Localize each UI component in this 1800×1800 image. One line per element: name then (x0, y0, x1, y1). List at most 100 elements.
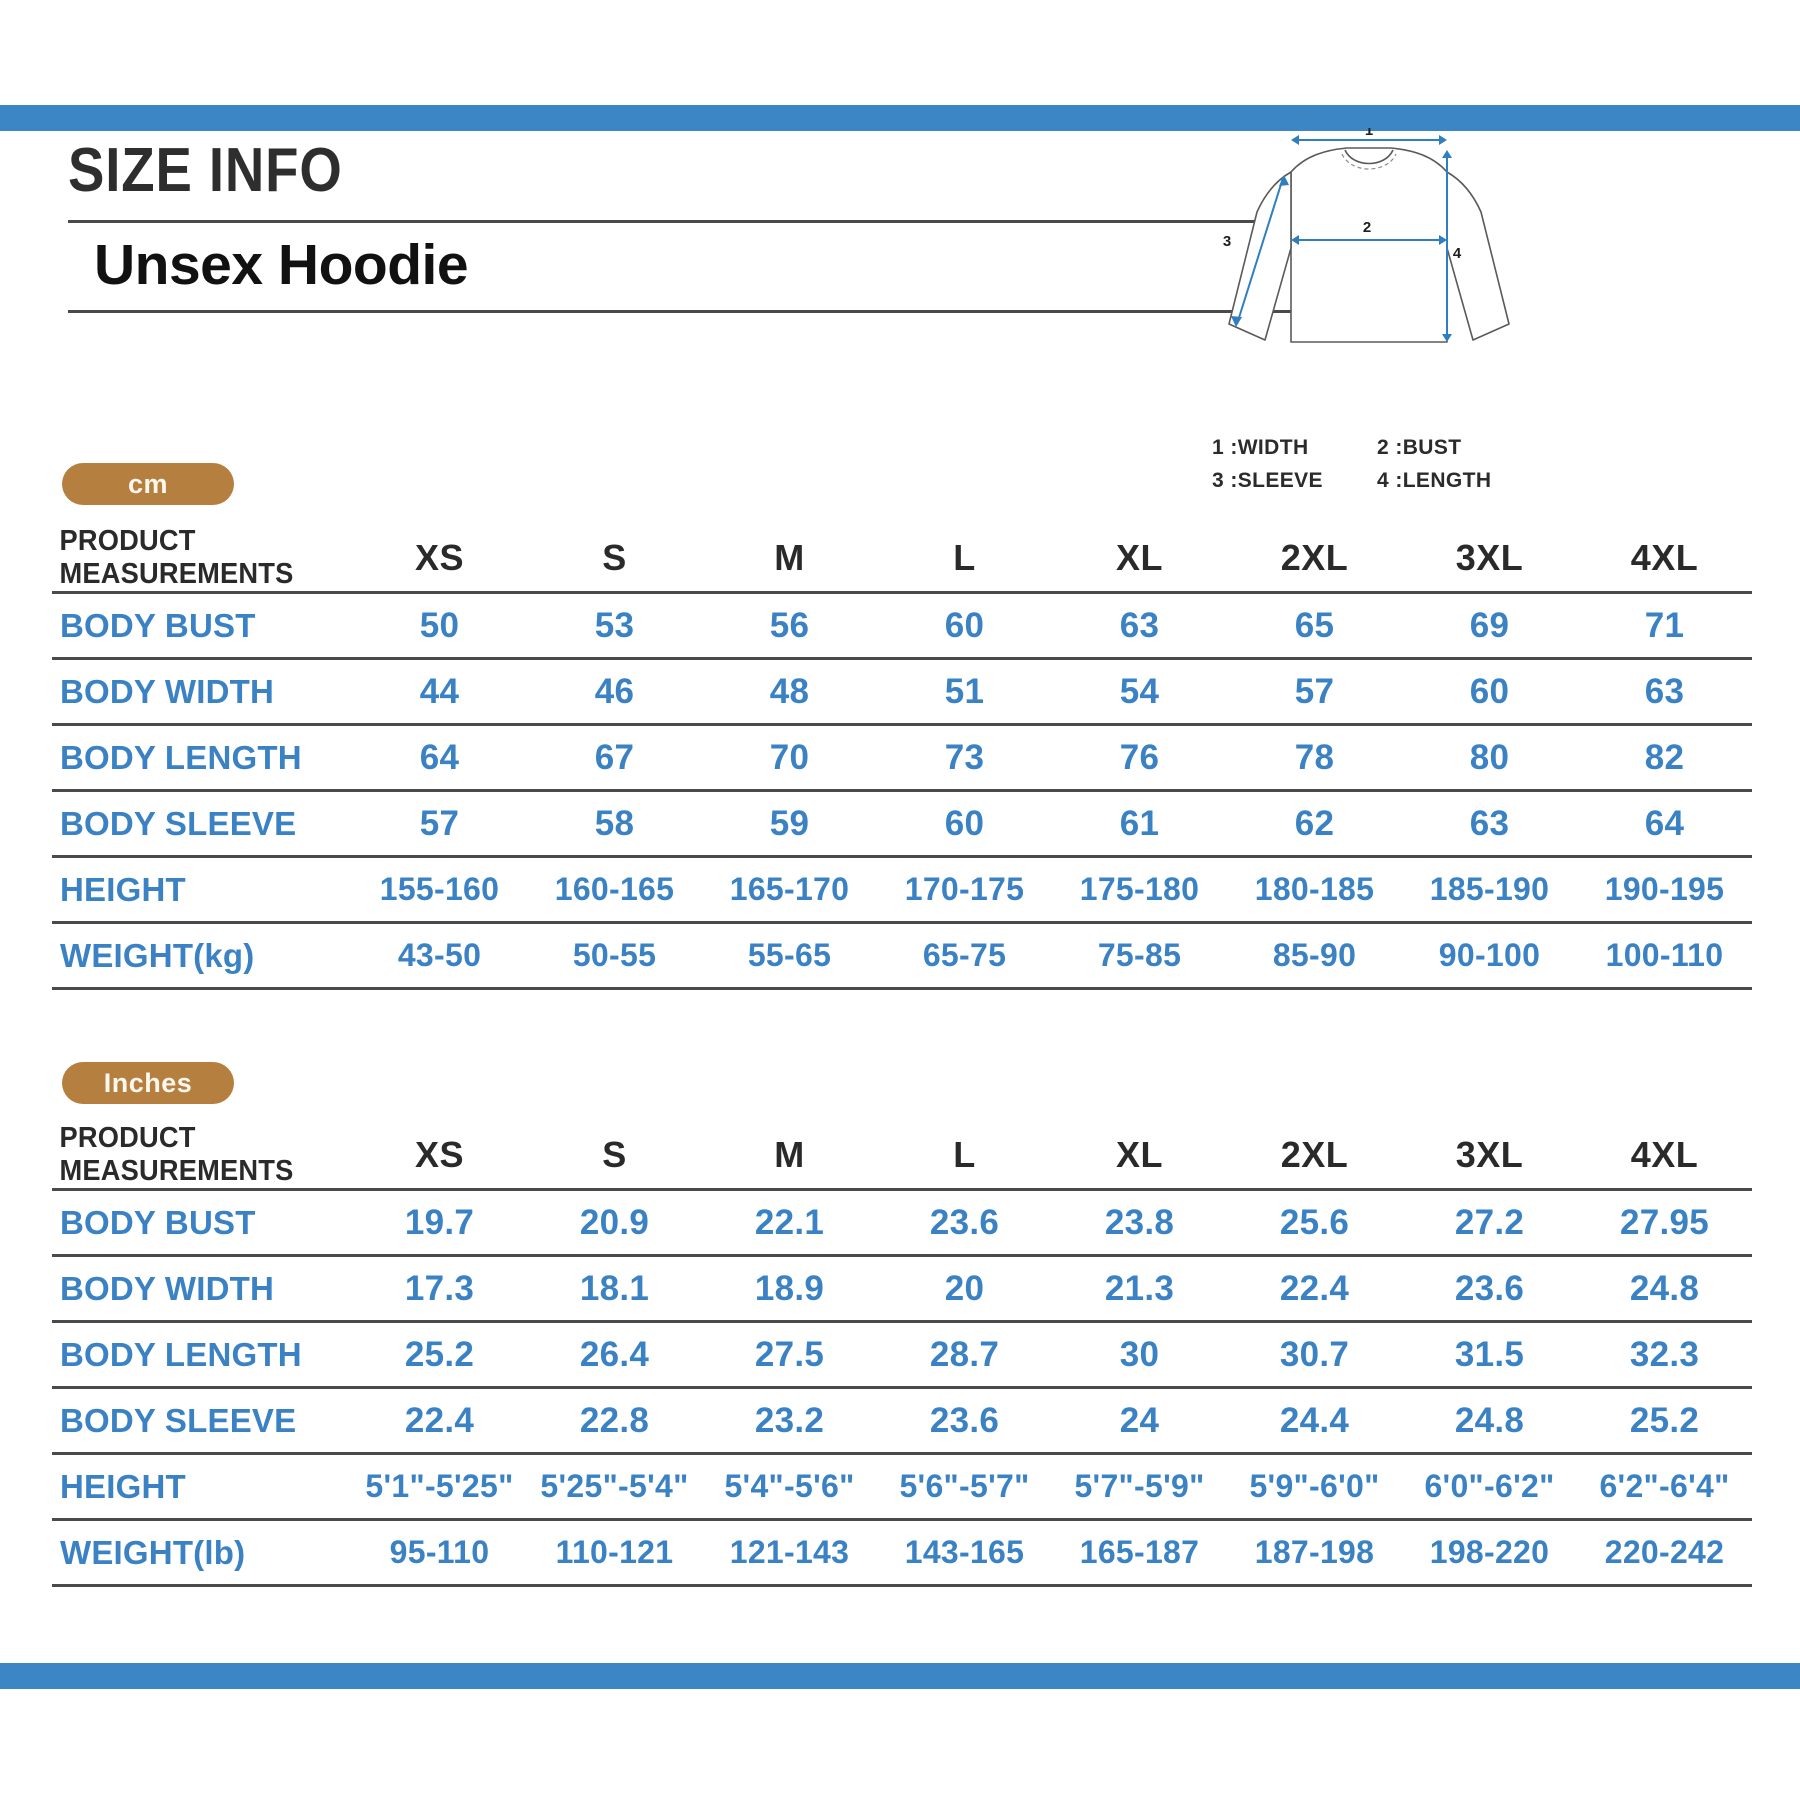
cell-value: 63 (1052, 591, 1227, 659)
cell-value: 30.7 (1227, 1320, 1402, 1388)
cell-value: 175-180 (1052, 855, 1227, 923)
cell-value: 187-198 (1227, 1518, 1402, 1587)
cell-value: 53 (527, 591, 702, 659)
cell-value: 31.5 (1402, 1320, 1577, 1388)
cell-value: 110-121 (527, 1518, 702, 1587)
column-header-size-2xl: 2XL (1280, 1134, 1349, 1175)
dimension-arrow-sleeve (1231, 175, 1289, 327)
dimension-arrow-length (1442, 150, 1452, 342)
cell-value: 63 (1577, 657, 1752, 725)
row-label-height: HEIGHT (52, 855, 352, 923)
dimension-arrow-width (1291, 135, 1447, 145)
column-header-size-s: S (602, 537, 627, 578)
cell-value: 50-55 (527, 921, 702, 990)
cell-value: 24.8 (1577, 1254, 1752, 1322)
dimension-arrow-bust (1291, 235, 1447, 245)
cell-value: 60 (877, 591, 1052, 659)
cell-value: 24 (1052, 1386, 1227, 1454)
cell-value: 82 (1577, 723, 1752, 791)
title-divider-top (68, 220, 1293, 223)
size-table-inches: PRODUCT MEASUREMENTS XS S M L XL 2XL 3XL 4XL BODY… (52, 1122, 1752, 1587)
row-label-body-bust: BODY BUST (52, 1188, 352, 1256)
row-label-body-sleeve: BODY SLEEVE (52, 789, 352, 857)
title-divider-bottom (68, 310, 1293, 313)
unit-badge-inches: Inches (62, 1062, 234, 1104)
cell-value: 27.95 (1577, 1188, 1752, 1256)
cell-value: 6'2"-6'4" (1577, 1452, 1752, 1520)
cell-value: 64 (352, 723, 527, 791)
row-label-body-length: BODY LENGTH (52, 723, 352, 791)
cell-value: 5'4"-5'6" (702, 1452, 877, 1520)
table-header-row: PRODUCT MEASUREMENTS XS S M L XL 2XL 3XL 4XL (52, 1122, 1752, 1190)
hoodie-illustration-svg: 1 2 3 4 (1223, 122, 1510, 343)
column-header-size-xs: XS (414, 1134, 465, 1175)
cell-value: 65-75 (877, 921, 1052, 990)
cell-value: 43-50 (352, 921, 527, 990)
page-title: SIZE INFO (68, 136, 343, 205)
cell-value: 25.6 (1227, 1188, 1402, 1256)
cell-value: 170-175 (877, 855, 1052, 923)
cell-value: 20 (877, 1254, 1052, 1322)
cell-value: 185-190 (1402, 855, 1577, 923)
cell-value: 75-85 (1052, 921, 1227, 990)
cell-value: 6'0"-6'2" (1402, 1452, 1577, 1520)
cell-value: 23.6 (1402, 1254, 1577, 1322)
cell-value: 30 (1052, 1320, 1227, 1388)
marker-3-label: 3 (1223, 233, 1231, 250)
cell-value: 67 (527, 723, 702, 791)
row-label-weight-lb: WEIGHT(lb) (52, 1518, 352, 1587)
cell-value: 24.4 (1227, 1386, 1402, 1454)
cell-value: 23.2 (702, 1386, 877, 1454)
cell-value: 61 (1052, 789, 1227, 857)
legend-row: 1 :WIDTH 2 :BUST (1212, 432, 1542, 465)
size-table-inches-body: PRODUCT MEASUREMENTS XS S M L XL 2XL 3XL 4XL BODY… (52, 1122, 1752, 1587)
cell-value: 69 (1402, 591, 1577, 659)
cell-value: 180-185 (1227, 855, 1402, 923)
cell-value: 48 (702, 657, 877, 725)
cell-value: 23.8 (1052, 1188, 1227, 1256)
header-block: SIZE INFO Unsex Hoodie (68, 140, 1293, 313)
table-row: BODY BUST 50 53 56 60 63 65 69 71 (52, 591, 1752, 659)
row-label-body-width: BODY WIDTH (52, 1254, 352, 1322)
cell-value: 22.1 (702, 1188, 877, 1256)
cell-value: 21.3 (1052, 1254, 1227, 1322)
column-header-size-m: M (774, 1134, 805, 1175)
cell-value: 22.4 (352, 1386, 527, 1454)
column-header-size-m: M (774, 537, 805, 578)
cell-value: 5'1"-5'25" (352, 1452, 527, 1520)
cell-value: 5'7"-5'9" (1052, 1452, 1227, 1520)
cell-value: 80 (1402, 723, 1577, 791)
cell-value: 60 (1402, 657, 1577, 725)
row-label-body-sleeve: BODY SLEEVE (52, 1386, 352, 1454)
size-table-cm: PRODUCT MEASUREMENTS XS S M L XL 2XL 3XL 4XL BODY… (52, 525, 1752, 990)
table-header-row: PRODUCT MEASUREMENTS XS S M L XL 2XL 3XL 4XL (52, 525, 1752, 593)
table-row: WEIGHT(lb) 95-110 110-121 121-143 143-165 165… (52, 1518, 1752, 1587)
cell-value: 28.7 (877, 1320, 1052, 1388)
cell-value: 57 (352, 789, 527, 857)
cell-value: 25.2 (1577, 1386, 1752, 1454)
column-header-size-l: L (953, 537, 976, 578)
marker-4-label: 4 (1453, 245, 1462, 262)
cell-value: 25.2 (352, 1320, 527, 1388)
bottom-accent-bar (0, 1663, 1800, 1689)
cell-value: 73 (877, 723, 1052, 791)
cell-value: 18.1 (527, 1254, 702, 1322)
column-header-measurements: PRODUCT MEASUREMENTS (59, 525, 294, 590)
cell-value: 143-165 (877, 1518, 1052, 1587)
cell-value: 24.8 (1402, 1386, 1577, 1454)
cell-value: 85-90 (1227, 921, 1402, 990)
cell-value: 56 (702, 591, 877, 659)
cell-value: 26.4 (527, 1320, 702, 1388)
cell-value: 50 (352, 591, 527, 659)
cell-value: 64 (1577, 789, 1752, 857)
cell-value: 27.2 (1402, 1188, 1577, 1256)
table-row: BODY WIDTH 17.3 18.1 18.9 20 21.3 22.4 23.6 24.8 (52, 1254, 1752, 1322)
column-header-measurements: PRODUCT MEASUREMENTS (59, 1122, 294, 1187)
legend-row: 3 :SLEEVE 4 :LENGTH (1212, 465, 1542, 498)
size-table-cm-body: PRODUCT MEASUREMENTS XS S M L XL 2XL 3XL 4XL BODY… (52, 525, 1752, 990)
column-header-size-4xl: 4XL (1630, 1134, 1699, 1175)
column-header-size-xl: XL (1115, 1134, 1163, 1175)
legend-item-length: 4 :LENGTH (1377, 468, 1492, 492)
row-label-body-bust: BODY BUST (52, 591, 352, 659)
cell-value: 71 (1577, 591, 1752, 659)
